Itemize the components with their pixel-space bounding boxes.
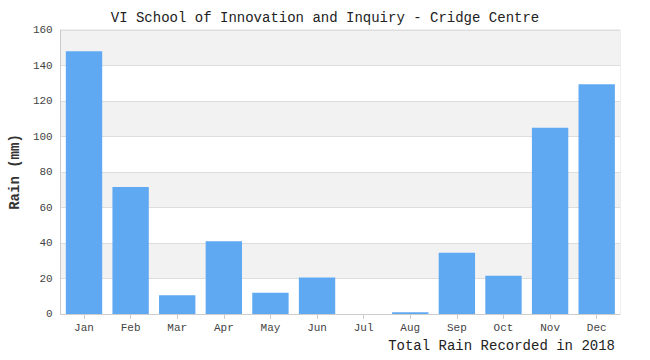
svg-text:160: 160 [33, 24, 53, 36]
svg-text:Aug: Aug [400, 322, 420, 334]
svg-text:140: 140 [33, 60, 53, 72]
svg-text:100: 100 [33, 131, 53, 143]
svg-text:20: 20 [40, 273, 53, 285]
svg-text:60: 60 [40, 202, 53, 214]
svg-text:Feb: Feb [121, 322, 141, 334]
svg-text:VI School of Innovation and In: VI School of Innovation and Inquiry - Cr… [111, 10, 539, 26]
svg-text:Jan: Jan [74, 322, 94, 334]
svg-text:40: 40 [40, 237, 53, 249]
svg-text:120: 120 [33, 95, 53, 107]
svg-text:Nov: Nov [540, 322, 560, 334]
svg-text:Apr: Apr [214, 322, 234, 334]
svg-text:Total Rain Recorded in 2018: Total Rain Recorded in 2018 [388, 338, 615, 354]
svg-text:May: May [261, 322, 281, 334]
svg-text:Jul: Jul [354, 322, 374, 334]
svg-text:Rain (mm): Rain (mm) [7, 134, 23, 210]
svg-text:0: 0 [46, 308, 53, 320]
svg-text:Mar: Mar [167, 322, 187, 334]
svg-text:Dec: Dec [587, 322, 607, 334]
svg-text:Sep: Sep [447, 322, 467, 334]
svg-text:Oct: Oct [494, 322, 514, 334]
svg-text:Jun: Jun [307, 322, 327, 334]
svg-text:80: 80 [40, 166, 53, 178]
